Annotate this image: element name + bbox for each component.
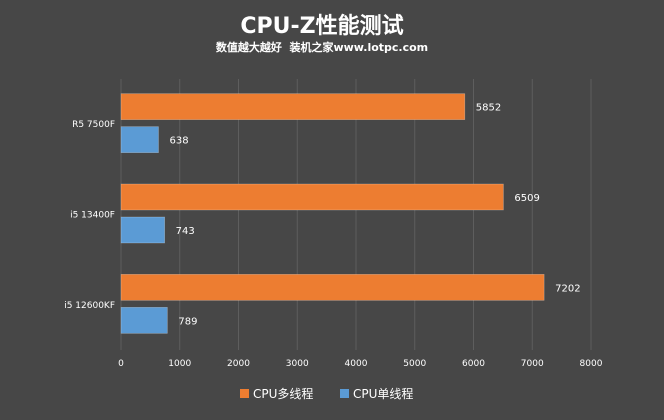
- x-tick-label: 0: [118, 359, 124, 369]
- legend-swatch: [240, 389, 249, 398]
- legend: CPU多线程 CPU单线程: [240, 386, 413, 401]
- x-tick-label: 8000: [580, 359, 603, 369]
- gridlines: [120, 79, 592, 350]
- x-tick-label: 4000: [345, 359, 368, 369]
- legend-swatch: [340, 389, 349, 398]
- legend-label: CPU单线程: [353, 386, 413, 401]
- bar-single-1: [120, 216, 165, 244]
- chart-subtitle: 数值越大越好 装机之家www.lotpc.com: [216, 40, 428, 54]
- x-tick-label: 5000: [403, 359, 426, 369]
- data-label: 6509: [514, 193, 539, 204]
- x-tick-label: 6000: [462, 359, 485, 369]
- bars-group: [120, 93, 545, 334]
- x-tick-label: 2000: [227, 359, 250, 369]
- x-tick-label: 7000: [521, 359, 544, 369]
- bar-multi-2: [120, 274, 545, 301]
- data-label: 789: [178, 316, 197, 327]
- x-tick-label: 3000: [286, 359, 309, 369]
- data-label: 638: [169, 136, 188, 147]
- data-label: 7202: [555, 283, 580, 294]
- legend-label: CPU多线程: [253, 386, 313, 401]
- bar-single-2: [120, 307, 168, 334]
- data-label: 743: [176, 226, 195, 237]
- y-category-label: i5 12600KF: [64, 301, 115, 311]
- data-label: 5852: [476, 103, 501, 114]
- y-category-label: i5 13400F: [70, 211, 115, 221]
- y-axis-labels: R5 7500F i5 13400F i5 12600KF: [64, 120, 115, 311]
- bar-single-0: [120, 126, 159, 153]
- x-axis-labels: 0 1000 2000 3000 4000 5000 6000 7000 8000: [118, 359, 603, 369]
- x-tick-label: 1000: [168, 359, 191, 369]
- chart-title: CPU-Z性能测试: [240, 13, 403, 39]
- bar-multi-1: [120, 183, 504, 211]
- bar-multi-0: [120, 93, 466, 120]
- y-category-label: R5 7500F: [72, 120, 115, 130]
- data-labels: 5852 638 6509 743 7202 789: [169, 103, 580, 328]
